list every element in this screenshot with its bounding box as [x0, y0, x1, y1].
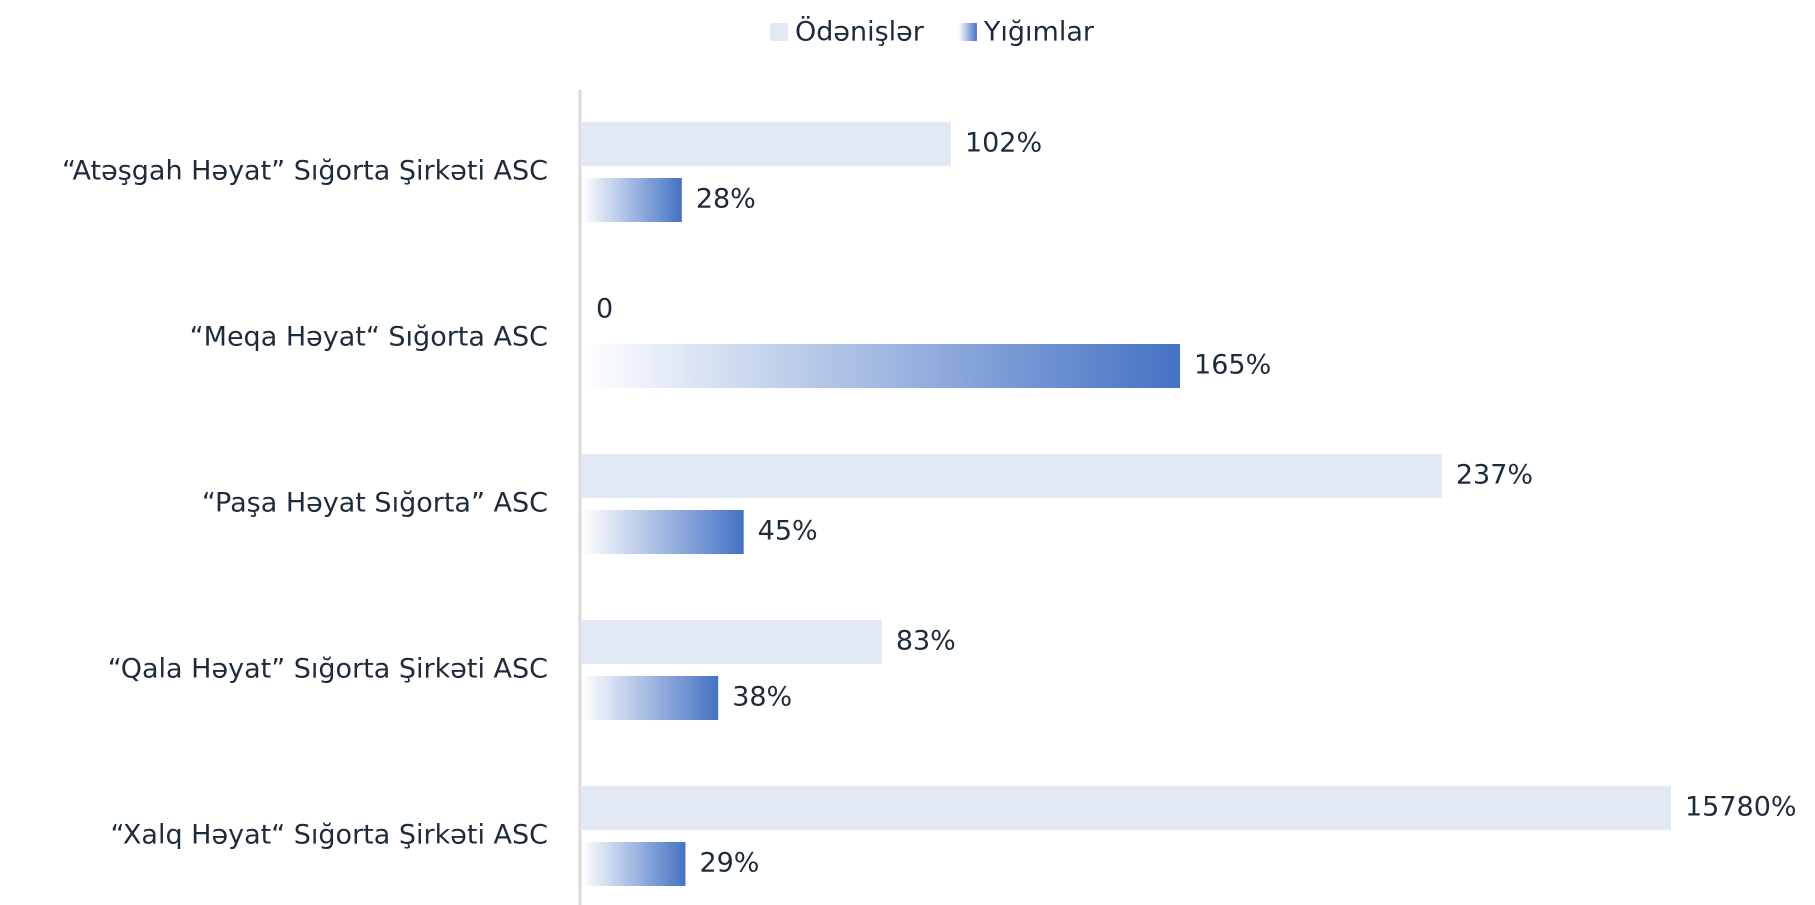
- value-label: 237%: [1456, 460, 1533, 491]
- value-label: 0: [596, 294, 613, 325]
- value-label: 83%: [896, 626, 956, 657]
- value-label: 29%: [699, 848, 759, 879]
- value-label: 38%: [732, 682, 792, 713]
- value-label: 45%: [758, 516, 818, 547]
- bar: [582, 842, 686, 886]
- bar: [582, 178, 682, 222]
- category-label: “Atəşgah Həyat” Sığorta Şirkəti ASC: [62, 156, 548, 187]
- category-label: “Paşa Həyat Sığorta” ASC: [202, 488, 548, 519]
- bar: [582, 454, 1442, 498]
- category-label: “Meqa Həyat“ Sığorta ASC: [190, 322, 548, 353]
- value-label: 15780%: [1685, 792, 1797, 823]
- bar: [582, 786, 1671, 830]
- legend-swatch: [770, 23, 788, 41]
- value-label: 28%: [696, 184, 756, 215]
- bar: [582, 510, 744, 554]
- bar: [582, 122, 951, 166]
- bar: [582, 620, 882, 664]
- value-label: 165%: [1194, 350, 1271, 381]
- bar: [582, 676, 719, 720]
- legend-label: Ödənişlər: [795, 16, 925, 48]
- category-label: “Qala Həyat” Sığorta Şirkəti ASC: [108, 654, 548, 685]
- legend-swatch: [958, 23, 977, 41]
- legend-label: Yığımlar: [983, 17, 1095, 48]
- category-label: “Xalq Həyat“ Sığorta Şirkəti ASC: [111, 820, 549, 851]
- bar: [582, 344, 1181, 388]
- value-label: 102%: [965, 128, 1042, 159]
